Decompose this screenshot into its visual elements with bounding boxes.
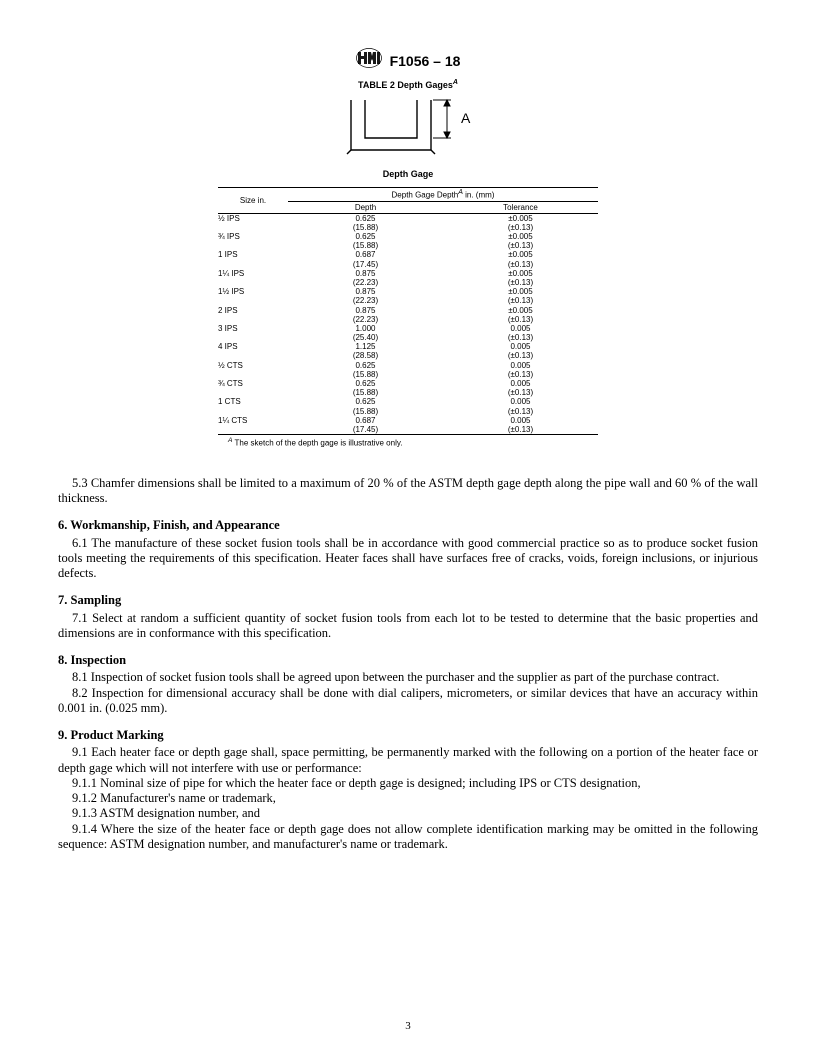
table-row-size: 1¼ IPS [218,269,288,287]
para-8-1: 8.1 Inspection of socket fusion tools sh… [58,670,758,685]
table-row-tolerance-mm: (±0.13) [443,425,598,435]
table-footnote: A The sketch of the depth gage is illust… [218,437,598,448]
table-row-tolerance-mm: (±0.13) [443,260,598,269]
table-row-tolerance: 0.005 [443,324,598,333]
table-row-tolerance: ±0.005 [443,287,598,296]
table-row-depth-mm: (15.88) [288,241,443,250]
table-row-depth-mm: (22.23) [288,296,443,305]
table-title: TABLE 2 Depth GagesA [58,79,758,90]
para-8-2: 8.2 Inspection for dimensional accuracy … [58,686,758,717]
table-row-tolerance: 0.005 [443,397,598,406]
para-9-1-3: 9.1.3 ASTM designation number, and [58,806,758,821]
table-row-depth: 0.625 [288,379,443,388]
section-7-head: 7. Sampling [58,593,758,608]
depth-gage-table: Size in. Depth Gage DepthA in. (mm) Dept… [218,187,598,448]
para-9-1: 9.1 Each heater face or depth gage shall… [58,745,758,776]
table-row-depth-mm: (22.23) [288,278,443,287]
table-row-depth-mm: (17.45) [288,425,443,435]
table-row-depth: 0.875 [288,269,443,278]
table-row-size: 1 IPS [218,250,288,268]
table-row-tolerance-mm: (±0.13) [443,388,598,397]
table-row-tolerance: 0.005 [443,342,598,351]
para-6-1: 6.1 The manufacture of these socket fusi… [58,536,758,582]
table-row-depth-mm: (15.88) [288,407,443,416]
th-depth: Depth [288,201,443,213]
table-row-depth: 0.625 [288,361,443,370]
table-row-depth: 0.625 [288,213,443,223]
para-9-1-1: 9.1.1 Nominal size of pipe for which the… [58,776,758,791]
table-row-size: 3 IPS [218,324,288,342]
table-row-depth: 0.625 [288,232,443,241]
doc-header: F1056 – 18 [58,48,758,73]
table-row-depth-mm: (15.88) [288,223,443,232]
table-row-depth-mm: (17.45) [288,260,443,269]
th-group: Depth Gage DepthA in. (mm) [288,188,598,202]
table-row-size: ½ IPS [218,213,288,232]
section-6-head: 6. Workmanship, Finish, and Appearance [58,518,758,533]
body-content: 5.3 Chamfer dimensions shall be limited … [58,476,758,852]
section-8-head: 8. Inspection [58,653,758,668]
table-row-tolerance: 0.005 [443,416,598,425]
table-row-size: 1¼ CTS [218,416,288,435]
table-row-tolerance: ±0.005 [443,250,598,259]
table-row-depth: 0.875 [288,306,443,315]
table-row-size: ¾ IPS [218,232,288,250]
table-row-size: 1 CTS [218,397,288,415]
para-9-1-4: 9.1.4 Where the size of the heater face … [58,822,758,853]
table-row-depth-mm: (25.40) [288,333,443,342]
para-9-1-2: 9.1.2 Manufacturer's name or trademark, [58,791,758,806]
table-row-tolerance-mm: (±0.13) [443,296,598,305]
table-row-tolerance-mm: (±0.13) [443,223,598,232]
table-row-depth-mm: (28.58) [288,351,443,360]
table-row-tolerance: 0.005 [443,379,598,388]
para-7-1: 7.1 Select at random a sufficient quanti… [58,611,758,642]
table-row-size: 2 IPS [218,306,288,324]
section-9-head: 9. Product Marking [58,728,758,743]
figure-caption: Depth Gage [58,169,758,179]
table-row-size: ½ CTS [218,361,288,379]
depth-gage-figure: A [58,94,758,167]
th-tolerance: Tolerance [443,201,598,213]
para-5-3: 5.3 Chamfer dimensions shall be limited … [58,476,758,507]
table-row-tolerance-mm: (±0.13) [443,315,598,324]
figure-label-a: A [461,110,471,126]
designation: F1056 – 18 [390,53,461,69]
table-row-tolerance-mm: (±0.13) [443,351,598,360]
table-row-tolerance: ±0.005 [443,213,598,223]
table-row-size: ¾ CTS [218,379,288,397]
table-row-tolerance: ±0.005 [443,269,598,278]
table-row-tolerance-mm: (±0.13) [443,407,598,416]
table-row-size: 4 IPS [218,342,288,360]
table-row-depth-mm: (22.23) [288,315,443,324]
table-row-size: 1½ IPS [218,287,288,305]
table-row-tolerance: 0.005 [443,361,598,370]
table-row-depth: 0.687 [288,416,443,425]
table-row-depth: 1.125 [288,342,443,351]
page-number: 3 [0,1020,816,1032]
table-row-tolerance: ±0.005 [443,232,598,241]
table-row-tolerance-mm: (±0.13) [443,333,598,342]
th-size: Size in. [218,188,288,214]
table-row-tolerance-mm: (±0.13) [443,370,598,379]
table-row-tolerance: ±0.005 [443,306,598,315]
table-row-depth: 1.000 [288,324,443,333]
table-row-depth-mm: (15.88) [288,388,443,397]
table-row-depth-mm: (15.88) [288,370,443,379]
table-row-depth: 0.875 [288,287,443,296]
astm-logo [356,48,382,73]
table-row-depth: 0.625 [288,397,443,406]
table-row-depth: 0.687 [288,250,443,259]
table-row-tolerance-mm: (±0.13) [443,278,598,287]
table-row-tolerance-mm: (±0.13) [443,241,598,250]
